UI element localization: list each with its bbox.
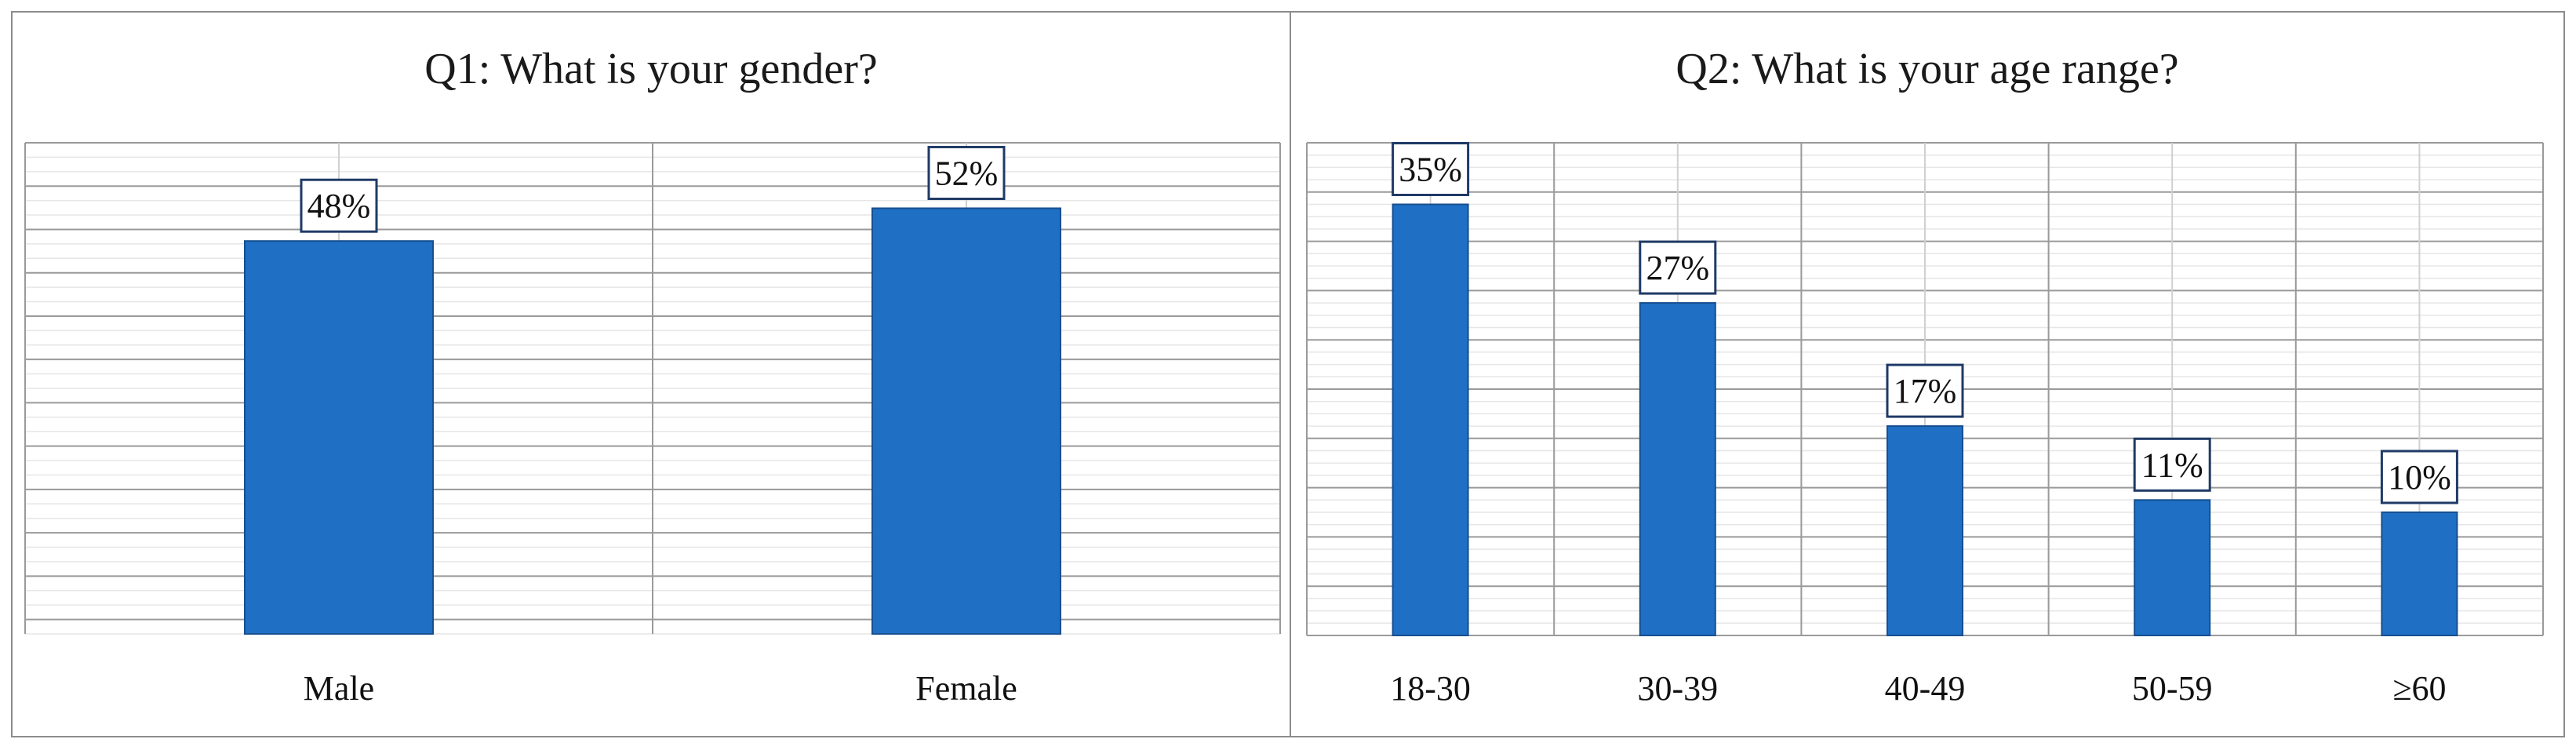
data-label: 10% [2388, 458, 2451, 497]
bar-q2-4 [2134, 499, 2211, 636]
bar-q2-3 [1887, 425, 1963, 636]
data-label: 27% [1646, 249, 1709, 287]
data-label: 52% [935, 154, 999, 192]
data-label-box [927, 145, 1006, 200]
data-label-box [2133, 437, 2211, 492]
bar-q2-1 [1392, 203, 1469, 636]
data-label-box [300, 178, 378, 233]
bar-chart-q2: 35% 18-30 27% 30-39 17% 40-49 11% 50-59 10% ≥60 [1306, 142, 2544, 708]
category-label: 50-59 [2132, 669, 2213, 708]
data-label-box [1639, 240, 1717, 295]
data-label-box [2380, 450, 2458, 504]
data-label-box [1392, 142, 1470, 196]
chart-title-q2: Q2: What is your age range? [1675, 45, 2179, 93]
category-label: 40-49 [1885, 669, 1966, 708]
chart-title-q1: Q1: What is your gender? [424, 45, 878, 93]
bar-q2-5 [2381, 512, 2458, 636]
data-label: 48% [307, 187, 371, 225]
data-label: 11% [2141, 446, 2203, 484]
data-label-box [1886, 363, 1964, 418]
bar-q1-1 [244, 240, 434, 635]
category-label: Male [304, 669, 374, 708]
data-label: 35% [1399, 151, 1462, 189]
bar-q1-2 [871, 207, 1061, 635]
category-label: Female [915, 669, 1017, 708]
gridlines-q1 [24, 142, 1281, 635]
chart-panel-q1: Q1: What is your gender? 48% Male 52% Femal… [11, 11, 1291, 737]
category-label: 18-30 [1390, 669, 1471, 708]
bar-chart-q1: 48% Male 52% Female [24, 142, 1281, 708]
category-label: 30-39 [1637, 669, 1718, 708]
chart-panel-q2: Q2: What is your age range? 35% 18-30 27% 3… [1290, 11, 2565, 737]
bar-q2-2 [1639, 302, 1716, 636]
data-label: 17% [1894, 372, 1957, 410]
category-label: ≥60 [2392, 669, 2446, 708]
